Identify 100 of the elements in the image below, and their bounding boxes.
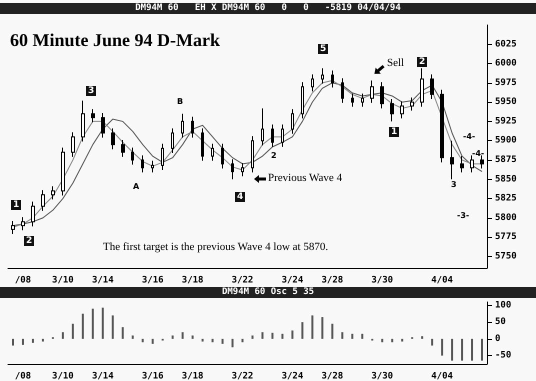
bar	[251, 336, 254, 339]
bar	[361, 334, 364, 339]
bar	[451, 338, 454, 361]
y-tick-label: 5950	[495, 97, 517, 108]
bar	[351, 334, 354, 339]
bar	[62, 332, 64, 339]
bar	[82, 314, 84, 339]
x-tick-label: 4/04	[431, 276, 454, 286]
y-tick-label: 6025	[495, 39, 517, 50]
y-tick-label: 0	[495, 334, 500, 344]
y-tick-label: 6000	[495, 58, 517, 69]
candlestick	[311, 74, 314, 92]
x-tick-label: 3/10	[52, 276, 74, 286]
candlestick	[331, 70, 334, 88]
candlestick	[410, 97, 414, 112]
annotation: 3	[86, 86, 96, 96]
bar	[122, 327, 124, 339]
candlestick	[380, 82, 384, 109]
candlestick	[291, 108, 294, 134]
candlestick	[460, 156, 464, 173]
bar	[291, 330, 294, 339]
annotation: 1	[389, 127, 400, 137]
bar	[301, 322, 304, 339]
x-tick-label: 3/10	[52, 372, 74, 381]
bar	[261, 332, 264, 339]
annotation: The first target is the previous Wave 4 low at 5870.	[103, 241, 328, 253]
bar	[102, 308, 104, 339]
bar	[331, 324, 334, 339]
candlestick	[221, 143, 224, 169]
bar	[421, 336, 424, 339]
bar	[112, 315, 114, 339]
candlestick	[231, 158, 234, 180]
candlestick	[41, 190, 45, 212]
candlestick	[430, 74, 434, 100]
annotation: -4-	[463, 132, 476, 141]
candlestick	[151, 160, 154, 173]
annotation: B	[177, 97, 184, 106]
annotation: Previous Wave 4	[268, 172, 342, 184]
bar	[172, 336, 174, 339]
annotation: 5	[318, 44, 328, 54]
annotation: -3-	[457, 211, 470, 220]
y-tick-label: 50	[495, 317, 506, 328]
x-tick-label: 3/28	[321, 276, 344, 286]
bar	[32, 338, 34, 343]
annotation: 4	[235, 192, 246, 202]
candlestick	[251, 136, 254, 173]
candlestick	[161, 143, 164, 171]
candlestick	[51, 186, 55, 200]
bar	[431, 338, 434, 346]
bar	[222, 338, 224, 344]
candlestick	[11, 220, 15, 235]
y-tick-label: 5750	[495, 251, 517, 262]
bar	[202, 338, 204, 342]
x-tick-label: 3/24	[282, 372, 304, 381]
candlestick	[81, 100, 85, 142]
annotation: -4-	[472, 149, 484, 158]
y-tick-label: 5850	[495, 174, 517, 184]
chart-title: 60 Minute June 94 D-Mark	[10, 30, 220, 51]
candlestick	[281, 124, 284, 148]
candlestick	[271, 124, 274, 148]
candlestick	[121, 139, 125, 158]
x-tick-label: /08	[14, 372, 32, 381]
chart-subtitle: DM94M 60 EH X DM94M 60 0 0 -5819 04/04/94	[0, 3, 536, 14]
bar	[182, 332, 184, 339]
candlestick	[361, 93, 364, 108]
candlestick	[261, 108, 264, 146]
y-tick-label: 100	[495, 300, 512, 310]
candlestick	[181, 113, 184, 138]
x-tick-label: 3/16	[142, 276, 164, 286]
candlestick	[301, 82, 304, 119]
candlestick	[101, 112, 105, 138]
bar	[471, 338, 474, 361]
candlestick	[390, 98, 394, 122]
y-tick-label: 5800	[495, 212, 517, 223]
bar	[481, 338, 484, 361]
y-tick-label: 5825	[495, 194, 517, 204]
bar	[461, 338, 464, 361]
x-tick-label: 3/22	[232, 276, 254, 286]
x-tick-label: 3/28	[321, 372, 344, 381]
candlestick	[211, 143, 214, 162]
bar	[22, 338, 24, 345]
candlestick	[91, 108, 95, 123]
y-tick-label: 5775	[495, 232, 517, 242]
candlestick	[201, 128, 204, 162]
bar	[321, 317, 324, 339]
x-tick-label: 3/30	[371, 276, 394, 286]
annotation: A	[133, 182, 140, 191]
candlestick	[131, 147, 134, 166]
candlestick	[341, 78, 344, 104]
annotation: 2	[271, 151, 277, 160]
candlestick	[370, 80, 374, 104]
candlestick	[111, 128, 115, 150]
bar	[401, 338, 404, 342]
y-tick-label: 5875	[495, 155, 517, 165]
candlestick	[31, 201, 35, 227]
annotation: 1	[11, 200, 22, 210]
candlestick	[171, 128, 174, 154]
candlestick	[61, 147, 65, 196]
chart-title: DM94M 60 Osc 5 35	[0, 287, 536, 298]
candlestick	[241, 162, 244, 177]
